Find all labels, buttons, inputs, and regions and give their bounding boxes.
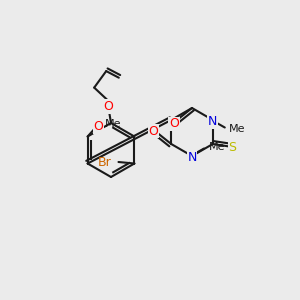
Text: O: O [148,124,158,138]
Text: Me: Me [229,124,246,134]
Text: Me: Me [105,119,121,129]
Text: O: O [104,100,113,113]
Text: O: O [169,117,179,130]
Text: N: N [208,115,218,128]
Text: O: O [93,120,103,133]
Text: Br: Br [98,155,112,169]
Text: S: S [228,141,236,154]
Text: Me: Me [208,142,225,152]
Text: N: N [187,151,197,164]
